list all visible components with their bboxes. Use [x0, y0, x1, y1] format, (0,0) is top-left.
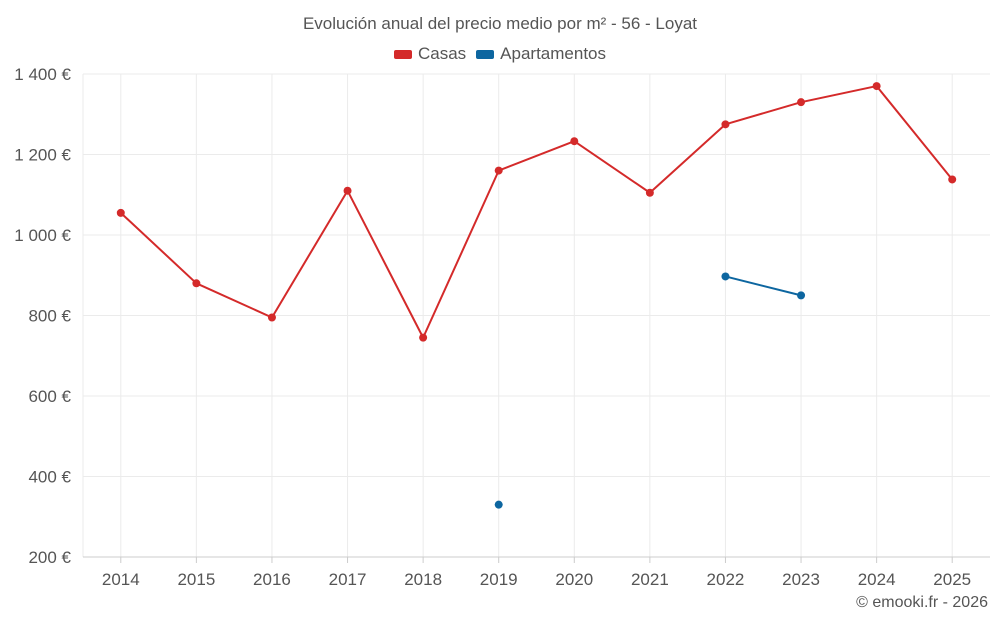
y-tick-label: 1 000 €: [14, 226, 71, 245]
x-tick-label: 2016: [253, 570, 291, 589]
y-tick-label: 800 €: [28, 307, 71, 326]
data-point-casas: [721, 120, 730, 129]
data-point-apartamentos: [494, 500, 503, 509]
legend-label-casas: Casas: [417, 44, 467, 63]
x-tick-label: 2015: [177, 570, 215, 589]
legend-swatch-apartamentos: [476, 49, 495, 59]
y-tick-label: 400 €: [28, 468, 71, 487]
series-line-apartamentos: [725, 275, 802, 297]
x-tick-label: 2022: [707, 570, 745, 589]
x-tick-label: 2024: [858, 570, 896, 589]
data-point-casas: [797, 98, 806, 107]
chart-title: Evolución anual del precio medio por m² …: [302, 14, 698, 33]
credit-text: © emooki.fr - 2026: [856, 594, 988, 611]
y-tick-label: 200 €: [28, 548, 71, 567]
x-tick-label: 2020: [555, 570, 593, 589]
legend-item-casas[interactable]: Casas: [393, 44, 467, 64]
data-point-casas: [343, 186, 352, 195]
data-point-casas: [645, 188, 654, 197]
data-point-apartamentos: [721, 272, 730, 281]
data-point-casas: [494, 166, 503, 175]
y-tick-label: 1 400 €: [14, 65, 71, 84]
x-tick-label: 2021: [631, 570, 669, 589]
x-tick-label: 2017: [329, 570, 367, 589]
x-tick-label: 2018: [404, 570, 442, 589]
data-point-casas: [192, 279, 201, 288]
data-point-casas: [419, 333, 428, 342]
x-tick-label: 2014: [102, 570, 140, 589]
data-point-casas: [948, 175, 957, 184]
x-tick-label: 2025: [933, 570, 971, 589]
x-tick-label: 2023: [782, 570, 820, 589]
legend-item-apartamentos[interactable]: Apartamentos: [476, 44, 606, 64]
data-point-casas: [116, 208, 125, 217]
data-point-casas: [267, 313, 276, 322]
data-point-casas: [872, 82, 881, 91]
data-point-casas: [570, 137, 579, 146]
legend-label-apartamentos: Apartamentos: [500, 44, 607, 63]
x-tick-label: 2019: [480, 570, 518, 589]
chart-legend: Casas Apartamentos: [0, 44, 1000, 64]
y-tick-label: 600 €: [28, 387, 71, 406]
series-line-casas: [120, 85, 953, 339]
legend-swatch-casas: [393, 49, 412, 59]
data-point-apartamentos: [797, 291, 806, 300]
y-tick-label: 1 200 €: [14, 146, 71, 165]
